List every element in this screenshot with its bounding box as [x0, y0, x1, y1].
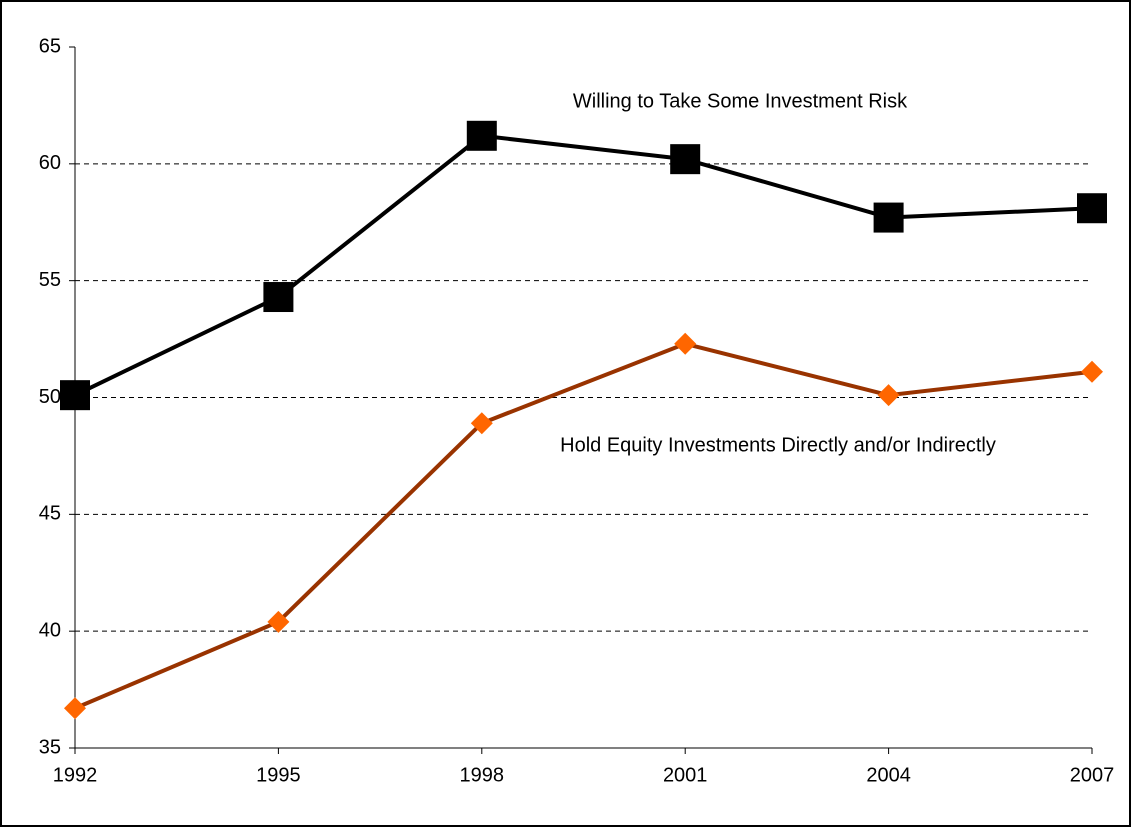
x-tick-label: 1998: [460, 764, 505, 786]
x-tick-label: 1992: [53, 764, 98, 786]
series-line: [74, 133, 1093, 397]
y-tick-label: 50: [39, 386, 61, 408]
y-tick-label: 45: [39, 503, 61, 525]
point-marker: [470, 412, 493, 435]
point-marker: [877, 384, 900, 407]
x-tick-label: 2001: [663, 764, 708, 786]
point-marker: [267, 610, 290, 633]
point-marker: [873, 202, 904, 233]
y-tick-label: 35: [39, 736, 61, 758]
y-tick-label: 65: [39, 35, 61, 57]
series-label: Willing to Take Some Investment Risk: [573, 90, 908, 112]
point-marker: [670, 144, 701, 175]
point-marker: [674, 332, 697, 355]
x-tick-label: 2004: [866, 764, 911, 786]
point-marker: [64, 697, 86, 720]
y-tick-label: 40: [39, 619, 61, 641]
x-tick-label: 2007: [1070, 764, 1115, 786]
point-marker: [1081, 360, 1103, 383]
x-tick-label: 1995: [256, 764, 301, 786]
series-line: [74, 341, 1093, 711]
point-marker: [1077, 193, 1107, 224]
y-tick-label: 55: [39, 269, 61, 291]
point-marker: [60, 380, 90, 411]
point-marker: [466, 120, 497, 151]
series-label: Hold Equity Investments Directly and/or …: [560, 434, 996, 456]
y-tick-label: 60: [39, 152, 61, 174]
point-marker: [263, 282, 294, 313]
